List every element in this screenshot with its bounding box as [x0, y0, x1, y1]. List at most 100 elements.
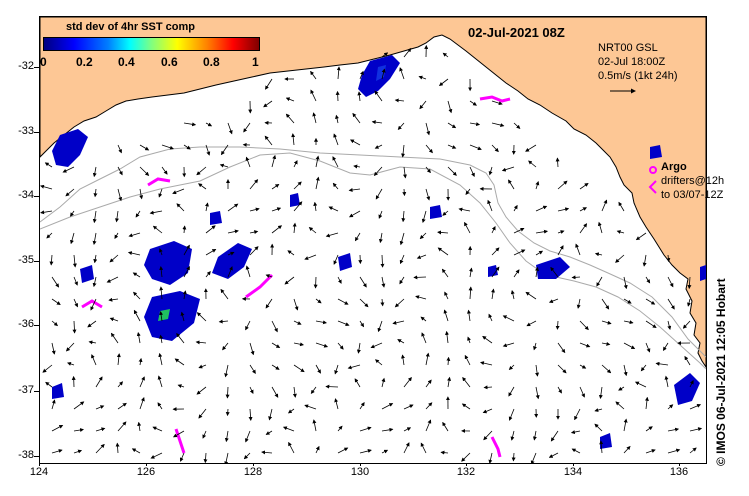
- x-tick-label: 134: [563, 466, 583, 478]
- current-arrow: [115, 442, 120, 454]
- current-arrow: [375, 188, 383, 200]
- current-arrow: [502, 315, 515, 322]
- current-arrow: [203, 452, 208, 463]
- current-arrow: [293, 201, 303, 212]
- current-arrow: [245, 320, 251, 331]
- current-arrow: [640, 364, 647, 372]
- current-arrow: [117, 166, 123, 176]
- current-arrow: [261, 450, 273, 455]
- current-arrow: [575, 243, 581, 256]
- current-arrow: [205, 144, 211, 156]
- current-arrow: [664, 375, 669, 388]
- current-arrow: [576, 298, 581, 309]
- current-arrow: [381, 403, 394, 410]
- current-arrow: [288, 441, 295, 454]
- current-arrow: [579, 320, 589, 331]
- current-arrow: [109, 254, 119, 263]
- current-arrow: [152, 225, 163, 234]
- current-arrow: [488, 313, 493, 322]
- current-arrow: [65, 342, 75, 352]
- current-arrow: [442, 421, 449, 432]
- current-arrow: [535, 250, 544, 256]
- current-arrow: [483, 430, 493, 441]
- current-arrow: [315, 176, 320, 190]
- current-arrow: [513, 227, 525, 234]
- current-arrow: [152, 426, 163, 432]
- current-arrow: [90, 298, 97, 311]
- current-arrow: [132, 272, 141, 278]
- current-arrow: [287, 250, 295, 256]
- current-arrow: [601, 199, 608, 212]
- current-arrow: [397, 122, 405, 130]
- current-arrow: [508, 408, 515, 421]
- current-arrow: [510, 290, 515, 300]
- current-arrow: [227, 122, 233, 135]
- current-arrow: [92, 210, 97, 224]
- current-arrow: [482, 335, 493, 344]
- current-time-label: 02-Jul 18:00Z: [598, 56, 666, 68]
- current-arrow: [440, 450, 449, 455]
- current-arrow: [337, 276, 342, 284]
- x-tick-mark: [679, 462, 680, 466]
- current-arrow: [480, 361, 493, 366]
- colorbar: [43, 37, 260, 51]
- current-arrow: [139, 188, 144, 200]
- x-tick-label: 130: [350, 466, 370, 478]
- current-arrow: [482, 408, 493, 414]
- current-arrow: [285, 97, 295, 102]
- current-arrow: [508, 364, 515, 371]
- current-arrow: [159, 334, 164, 344]
- drifter-legend-label: to 03/07-12Z: [661, 189, 724, 201]
- current-arrow: [114, 232, 119, 239]
- current-arrow: [271, 154, 277, 168]
- current-arrow: [108, 297, 119, 302]
- current-arrow: [666, 254, 671, 263]
- current-arrow: [176, 203, 185, 212]
- y-tick-mark: [34, 261, 39, 262]
- current-arrow: [245, 265, 251, 278]
- current-arrow: [243, 452, 251, 460]
- current-arrow: [579, 342, 591, 348]
- current-arrow: [158, 352, 163, 366]
- current-arrow: [555, 320, 560, 330]
- current-arrow: [312, 112, 317, 124]
- current-arrow: [443, 309, 449, 322]
- current-arrow: [313, 201, 318, 212]
- current-arrow: [594, 423, 603, 432]
- current-arrow: [198, 364, 207, 369]
- current-arrow: [513, 204, 518, 212]
- current-arrow: [291, 133, 296, 146]
- x-tick-mark: [360, 462, 361, 466]
- current-arrow: [381, 377, 386, 388]
- current-arrow: [467, 336, 471, 344]
- current-arrow: [335, 90, 340, 102]
- current-arrow: [535, 205, 548, 212]
- current-arrow: [511, 452, 516, 462]
- current-arrow: [293, 320, 302, 325]
- current-arrow: [508, 179, 515, 190]
- current-arrow: [356, 342, 361, 354]
- current-arrow: [219, 163, 229, 168]
- current-arrow: [248, 408, 253, 421]
- current-arrow: [447, 122, 457, 129]
- current-arrow: [139, 166, 150, 176]
- current-arrow: [359, 276, 367, 288]
- current-arrow: [468, 267, 473, 278]
- current-arrow: [502, 342, 515, 348]
- current-arrow: [40, 184, 53, 190]
- current-arrow: [347, 364, 361, 370]
- current-arrow: [442, 210, 449, 216]
- current-arrow: [70, 210, 75, 217]
- current-arrow: [535, 181, 540, 190]
- current-arrow: [525, 291, 537, 300]
- current-arrow: [381, 276, 386, 288]
- current-arrow: [46, 232, 53, 239]
- current-arrow: [198, 408, 207, 419]
- current-arrow: [265, 78, 273, 90]
- current-arrow: [420, 442, 427, 454]
- current-arrow: [337, 425, 343, 432]
- current-arrow: [594, 408, 603, 412]
- current-arrow: [689, 404, 702, 410]
- current-arrow: [62, 166, 75, 173]
- current-arrow: [458, 207, 471, 212]
